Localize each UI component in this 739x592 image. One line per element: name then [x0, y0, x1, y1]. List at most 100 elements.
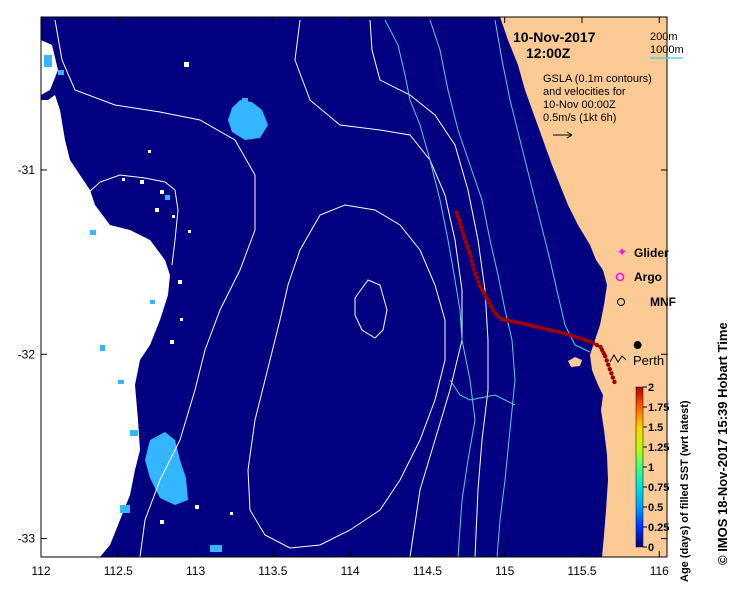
glider-track-point: [510, 319, 515, 324]
colorbar-tick-label: 0.5: [648, 502, 663, 514]
legend-glider: Glider: [634, 246, 669, 260]
glider-track-point: [587, 339, 592, 344]
gsla-line-4: 0.5m/s (1kt 6h): [543, 112, 616, 124]
glider-track-point: [506, 318, 512, 323]
glider-track-point: [489, 304, 494, 309]
glider-track: [454, 210, 617, 385]
glider-track-point: [462, 235, 467, 241]
colorbar-title: Age (days) of filled SST (wrt latest): [679, 400, 691, 582]
glider-track-point: [521, 321, 527, 327]
no-data-strip: [41, 40, 58, 95]
colorbar-tick-label: 2: [648, 382, 654, 394]
glider-track-point: [479, 287, 485, 292]
gsla-line-3: 10-Nov 00:00Z: [543, 99, 616, 111]
glider-track-point: [471, 267, 476, 272]
glider-track-point: [455, 213, 461, 219]
glider-track-point: [517, 320, 523, 326]
glider-track-point: [456, 217, 462, 222]
no-data-region: [41, 95, 170, 557]
colorbar-tick-label: 0.25: [648, 522, 669, 534]
glider-track-point: [466, 247, 471, 252]
x-tick-label: 115.5: [567, 564, 596, 578]
x-tick-label: 113: [186, 564, 205, 578]
bathymetry-contours: [384, 19, 591, 557]
glider-track-point: [468, 254, 473, 259]
filled-sst-patches: [44, 55, 268, 552]
contour-legend-1000m: 1000m: [650, 44, 684, 56]
glider-track-point: [481, 290, 486, 295]
legend-glider-symbol: ✦: [617, 245, 627, 259]
plot-frame: [40, 16, 668, 558]
glider-track-point: [594, 342, 600, 348]
glider-track-point: [545, 327, 550, 332]
glider-track-point: [461, 232, 466, 237]
glider-track-point: [485, 297, 490, 302]
glider-track-point: [537, 325, 542, 330]
glider-track-point: [470, 262, 475, 268]
glider-track-point: [607, 366, 613, 372]
land-area: [500, 17, 667, 557]
x-tick-label: 112: [31, 564, 50, 578]
glider-track-point: [469, 258, 474, 264]
glider-track-point: [477, 283, 483, 289]
credit-text: © IMOS 18-Nov-2017 15:39 Hobart Time: [715, 322, 730, 565]
glider-track-point: [514, 320, 519, 325]
x-tick-label: 116: [650, 564, 669, 578]
y-tick-label: -33: [18, 532, 36, 546]
y-tick-label: -32: [18, 347, 36, 361]
glider-track-point: [568, 333, 573, 338]
x-tick-label: 112.5: [104, 564, 133, 578]
glider-track-point: [499, 317, 504, 322]
perth-coast-squiggle: [609, 353, 627, 363]
colorbar: [635, 386, 644, 548]
map-time: 12:00Z: [526, 45, 571, 61]
glider-track-point: [548, 328, 554, 333]
glider-track-point: [457, 221, 463, 226]
perth-marker: [609, 341, 642, 363]
rottnest-island: [568, 357, 582, 367]
glider-track-point: [533, 324, 538, 329]
glider-track-point: [459, 224, 464, 230]
map-date: 10-Nov-2017: [513, 29, 596, 45]
glider-track-point: [610, 375, 616, 380]
legend-mnf-symbol: [617, 298, 625, 306]
glider-track-point: [460, 228, 465, 233]
colorbar-tick-label: 1.75: [648, 402, 669, 414]
glider-track-point: [541, 326, 546, 331]
glider-track-point: [552, 329, 558, 334]
glider-track-point: [525, 322, 531, 327]
legend-argo-symbol: [615, 272, 625, 282]
glider-track-point: [454, 210, 459, 215]
colorbar-tick-label: 1: [648, 462, 654, 474]
glider-track-point: [572, 334, 577, 339]
y-axis: -31 -32 -33: [18, 163, 667, 546]
colorbar-tick-label: 0: [648, 542, 654, 554]
x-tick-label: 114.5: [413, 564, 442, 578]
colorbar-tick-label: 1.5: [648, 422, 663, 434]
gsla-contours: [54, 19, 489, 557]
glider-track-point: [473, 271, 478, 276]
glider-track-point: [612, 379, 617, 385]
glider-track-point: [493, 311, 498, 316]
glider-track-point: [503, 317, 508, 323]
contour-legend-200m: 200m: [650, 31, 678, 43]
legend-mnf: MNF: [650, 295, 676, 309]
glider-track-point: [602, 353, 608, 359]
glider-track-point: [609, 371, 614, 376]
x-axis: 112 112.5 113 113.5 114 114.5 115 115.5 116: [31, 17, 669, 578]
x-tick-label: 114: [341, 564, 360, 578]
glider-track-point: [491, 307, 496, 313]
glider-track-point: [583, 337, 589, 343]
glider-track-point: [556, 329, 562, 335]
perth-dot: [633, 341, 642, 350]
glider-track-point: [591, 341, 596, 346]
glider-track-point: [463, 239, 468, 245]
glider-track-point: [474, 275, 480, 280]
glider-track-point: [604, 358, 609, 363]
glider-track-point: [560, 330, 565, 336]
perth-label: Perth: [633, 353, 664, 368]
glider-track-point: [496, 314, 501, 319]
glider-track-point: [529, 323, 534, 328]
glider-track-point: [575, 335, 581, 340]
